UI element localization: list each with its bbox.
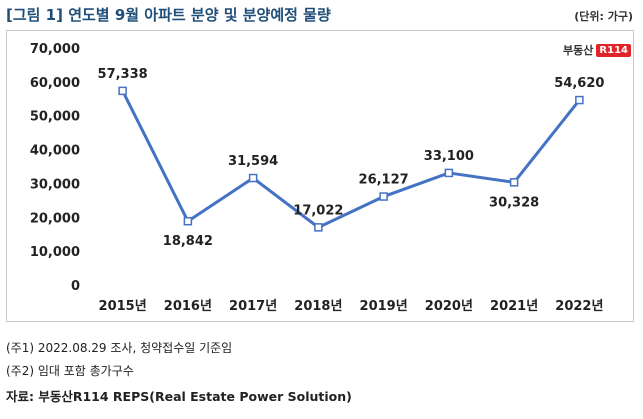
footnote-2: (주2) 임대 포함 총가구수 xyxy=(6,364,134,378)
x-tick-label: 2019년 xyxy=(360,299,408,314)
logo-badge: R114 xyxy=(596,43,631,57)
data-label: 31,594 xyxy=(228,154,278,169)
y-tick-label: 70,000 xyxy=(30,42,80,57)
y-tick-label: 20,000 xyxy=(30,211,80,226)
series-line xyxy=(121,90,581,229)
footnote-1: (주1) 2022.08.29 조사, 청약접수일 기준임 xyxy=(6,341,233,355)
x-tick-label: 2022년 xyxy=(555,299,603,314)
y-axis-ticks: 0 10,000 20,000 30,000 40,000 50,000 60,000 70,… xyxy=(30,42,80,294)
x-tick-label: 2021년 xyxy=(490,299,538,314)
data-point xyxy=(444,168,454,178)
y-tick-label: 60,000 xyxy=(30,76,80,91)
source-note: 자료: 부동산R114 REPS(Real Estate Power Solut… xyxy=(6,389,352,404)
data-labels: 57,338 18,842 31,594 17,022 26,127 33,100 30,3… xyxy=(98,67,605,249)
unit-label: (단위: 가구) xyxy=(574,10,633,23)
y-tick-label: 0 xyxy=(71,279,80,294)
y-tick-label: 40,000 xyxy=(30,144,80,159)
x-axis-ticks: 2015년 2016년 2017년 2018년 2019년 2020년 2021년 2022년 xyxy=(99,299,604,314)
data-point xyxy=(118,86,127,96)
line-chart: 0 10,000 20,000 30,000 40,000 50,000 60,000 70,… xyxy=(30,42,605,314)
chart-title: [그림 1] 연도별 9월 아파트 분양 및 분양예정 물량 xyxy=(6,6,331,24)
data-point xyxy=(248,173,258,183)
data-label: 17,022 xyxy=(293,203,343,218)
x-tick-label: 2020년 xyxy=(425,299,473,314)
series-line-group xyxy=(121,90,581,229)
data-label: 57,338 xyxy=(98,67,148,82)
data-point xyxy=(379,192,388,201)
y-tick-label: 30,000 xyxy=(30,177,80,192)
data-point xyxy=(183,216,193,226)
data-label: 30,328 xyxy=(489,195,539,210)
data-points xyxy=(118,86,584,232)
x-tick-label: 2018년 xyxy=(294,299,342,314)
brand-logo: 부동산 R114 xyxy=(563,41,631,59)
chart-frame xyxy=(6,30,634,322)
data-point xyxy=(509,178,519,187)
data-label: 33,100 xyxy=(424,149,474,164)
x-tick-label: 2016년 xyxy=(164,299,212,314)
x-tick-label: 2015년 xyxy=(99,299,147,314)
data-point xyxy=(314,223,323,232)
data-label: 18,842 xyxy=(163,234,213,249)
x-tick-label: 2017년 xyxy=(229,299,277,314)
data-label: 26,127 xyxy=(359,173,409,188)
data-point xyxy=(575,95,584,105)
data-label: 54,620 xyxy=(554,76,604,91)
y-tick-label: 50,000 xyxy=(30,110,80,125)
logo-text: 부동산 xyxy=(563,44,594,57)
y-tick-label: 10,000 xyxy=(30,245,80,260)
